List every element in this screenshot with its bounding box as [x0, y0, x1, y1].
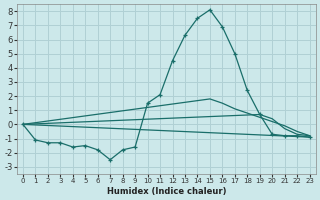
X-axis label: Humidex (Indice chaleur): Humidex (Indice chaleur) [107, 187, 226, 196]
